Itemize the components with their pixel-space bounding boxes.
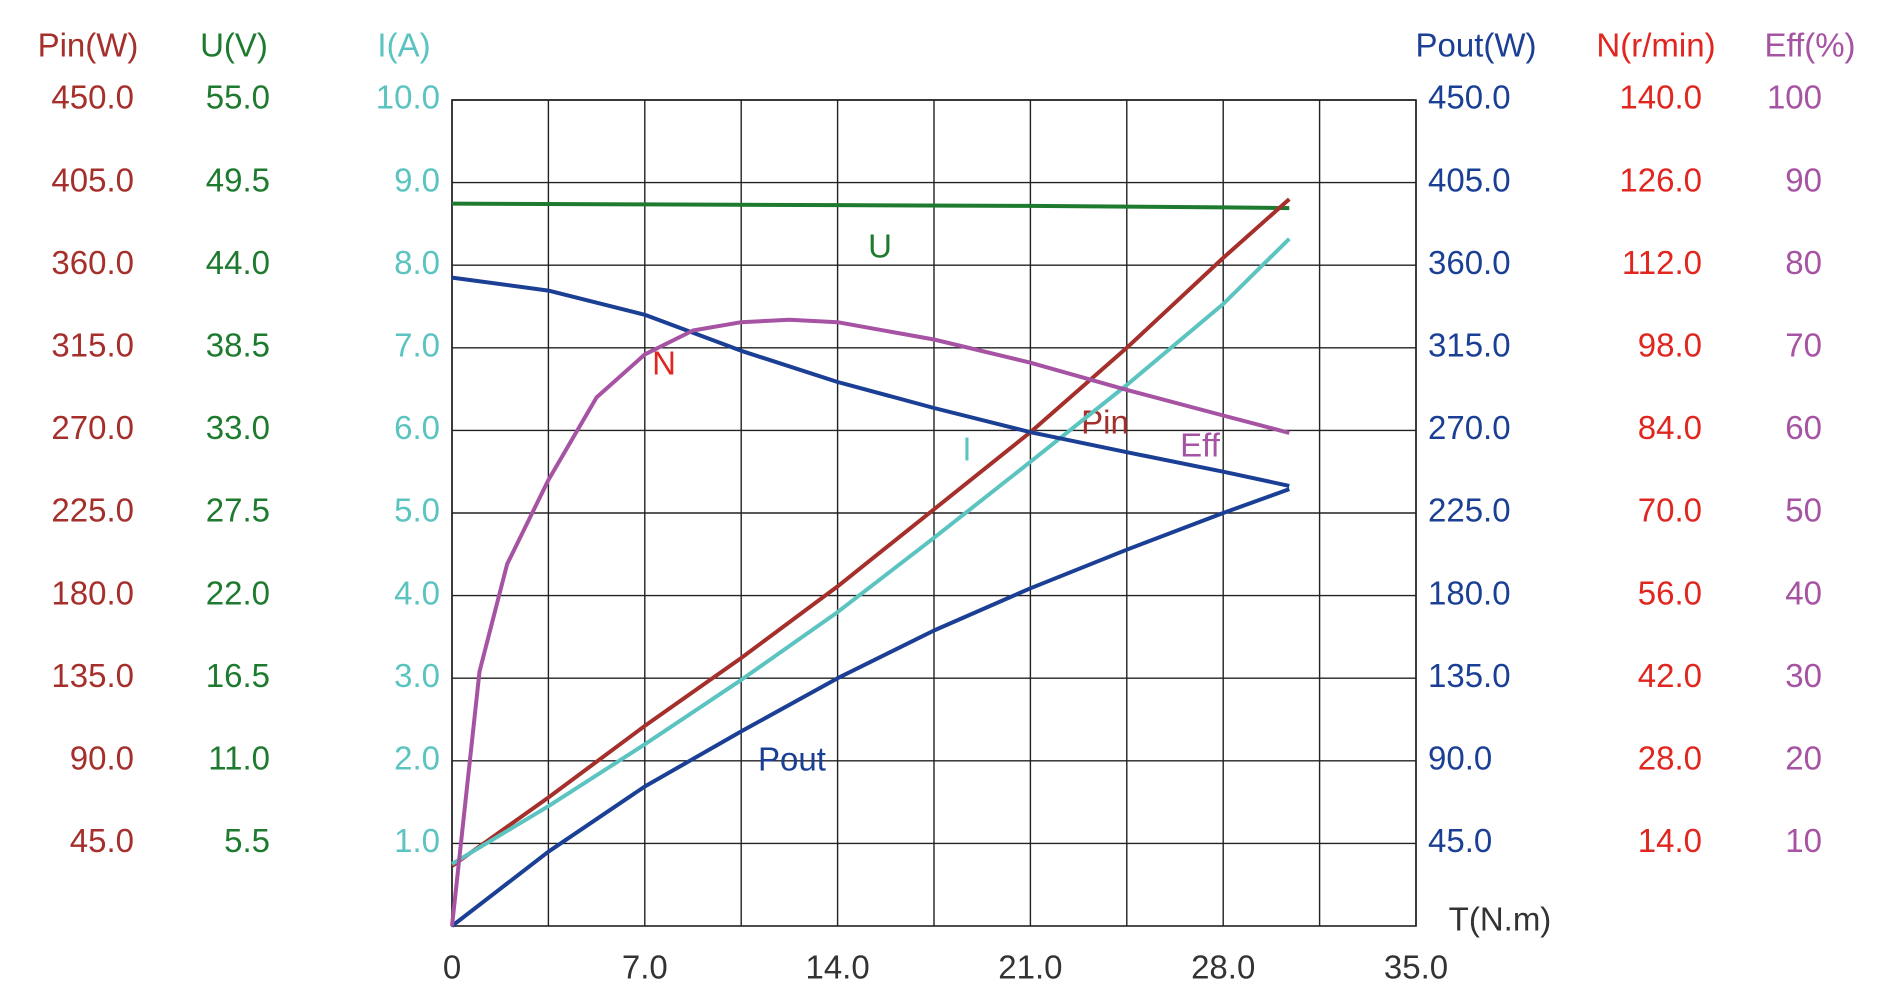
y-tick-label: 27.5 xyxy=(206,492,270,529)
y-tick-label: 55.0 xyxy=(206,79,270,116)
y-tick-label: 70.0 xyxy=(1638,492,1702,529)
curve-label: Eff xyxy=(1180,427,1221,464)
y-tick-label: 1.0 xyxy=(394,822,440,859)
y-tick-label: 16.5 xyxy=(206,657,270,694)
y-tick-label: 360.0 xyxy=(51,244,134,281)
y-tick-label: 180.0 xyxy=(1428,574,1511,611)
y-tick-label: 45.0 xyxy=(70,822,134,859)
y-tick-label: 20 xyxy=(1785,740,1822,777)
y-tick-label: 5.5 xyxy=(224,822,270,859)
y-tick-label: 9.0 xyxy=(394,161,440,198)
y-tick-label: 56.0 xyxy=(1638,574,1702,611)
y-tick-label: 135.0 xyxy=(51,657,134,694)
y-tick-label: 42.0 xyxy=(1638,657,1702,694)
y-tick-label: 112.0 xyxy=(1622,244,1702,281)
axis-title: Pin(W) xyxy=(38,27,139,64)
y-tick-label: 33.0 xyxy=(206,409,270,446)
x-tick-label: 21.0 xyxy=(998,949,1062,986)
y-tick-label: 7.0 xyxy=(394,327,440,364)
series-line xyxy=(450,237,1291,866)
curve-label: N xyxy=(652,345,676,382)
axis-title: Eff(%) xyxy=(1764,27,1855,64)
y-tick-label: 40 xyxy=(1785,574,1822,611)
y-tick-label: 315.0 xyxy=(1428,327,1511,364)
y-tick-label: 180.0 xyxy=(51,574,134,611)
y-tick-label: 225.0 xyxy=(1428,492,1511,529)
y-tick-label: 38.5 xyxy=(206,327,270,364)
y-tick-label: 50 xyxy=(1785,492,1822,529)
y-tick-label: 5.0 xyxy=(394,492,440,529)
curve-label: U xyxy=(868,228,892,265)
y-tick-label: 8.0 xyxy=(394,244,440,281)
y-tick-label: 405.0 xyxy=(1428,161,1511,198)
curve-label: Pout xyxy=(758,741,826,778)
y-tick-label: 450.0 xyxy=(1428,79,1511,116)
x-tick-label: 14.0 xyxy=(805,949,869,986)
y-tick-label: 45.0 xyxy=(1428,822,1492,859)
y-tick-label: 22.0 xyxy=(206,574,270,611)
y-tick-label: 28.0 xyxy=(1638,740,1702,777)
axis-title: U(V) xyxy=(200,27,268,64)
axis-title: Pout(W) xyxy=(1415,27,1536,64)
x-tick-label: 7.0 xyxy=(622,949,668,986)
y-tick-label: 315.0 xyxy=(51,327,134,364)
y-tick-label: 126.0 xyxy=(1619,161,1702,198)
y-tick-label: 14.0 xyxy=(1638,822,1702,859)
y-tick-label: 225.0 xyxy=(51,492,134,529)
y-tick-label: 3.0 xyxy=(394,657,440,694)
y-tick-label: 2.0 xyxy=(394,740,440,777)
x-tick-label: 35.0 xyxy=(1384,949,1448,986)
y-tick-label: 270.0 xyxy=(51,409,134,446)
series-line xyxy=(450,487,1290,928)
y-tick-label: 70 xyxy=(1785,327,1822,364)
series-line xyxy=(451,275,1290,488)
y-tick-label: 90.0 xyxy=(70,740,134,777)
axis-title: I(A) xyxy=(377,27,430,64)
y-tick-label: 49.5 xyxy=(206,161,270,198)
y-tick-label: 90.0 xyxy=(1428,740,1492,777)
y-tick-label: 140.0 xyxy=(1619,79,1702,116)
x-tick-label: 28.0 xyxy=(1191,949,1255,986)
x-axis-label: T(N.m) xyxy=(1449,901,1552,938)
y-tick-label: 30 xyxy=(1785,657,1822,694)
series-line xyxy=(451,201,1290,211)
y-tick-label: 98.0 xyxy=(1638,327,1702,364)
y-tick-label: 450.0 xyxy=(51,79,134,116)
y-tick-label: 10.0 xyxy=(376,79,440,116)
series-line xyxy=(450,317,1290,927)
y-tick-label: 60 xyxy=(1785,409,1822,446)
y-tick-label: 11.0 xyxy=(208,740,270,777)
y-tick-label: 84.0 xyxy=(1638,409,1702,446)
y-tick-label: 10 xyxy=(1785,822,1822,859)
y-tick-label: 6.0 xyxy=(394,409,440,446)
y-tick-label: 90 xyxy=(1785,161,1822,198)
y-tick-label: 80 xyxy=(1785,244,1822,281)
y-tick-label: 360.0 xyxy=(1428,244,1511,281)
y-tick-label: 44.0 xyxy=(206,244,270,281)
curve-label: Pin xyxy=(1081,404,1129,441)
curve-label: I xyxy=(962,431,971,468)
y-tick-label: 135.0 xyxy=(1428,657,1511,694)
x-tick-label: 0 xyxy=(443,949,461,986)
y-tick-label: 270.0 xyxy=(1428,409,1511,446)
y-tick-label: 405.0 xyxy=(51,161,134,198)
axis-title: N(r/min) xyxy=(1596,27,1715,64)
plot-border xyxy=(451,99,1417,927)
y-tick-label: 100 xyxy=(1767,79,1822,116)
y-tick-label: 4.0 xyxy=(394,574,440,611)
series-line xyxy=(450,197,1291,868)
